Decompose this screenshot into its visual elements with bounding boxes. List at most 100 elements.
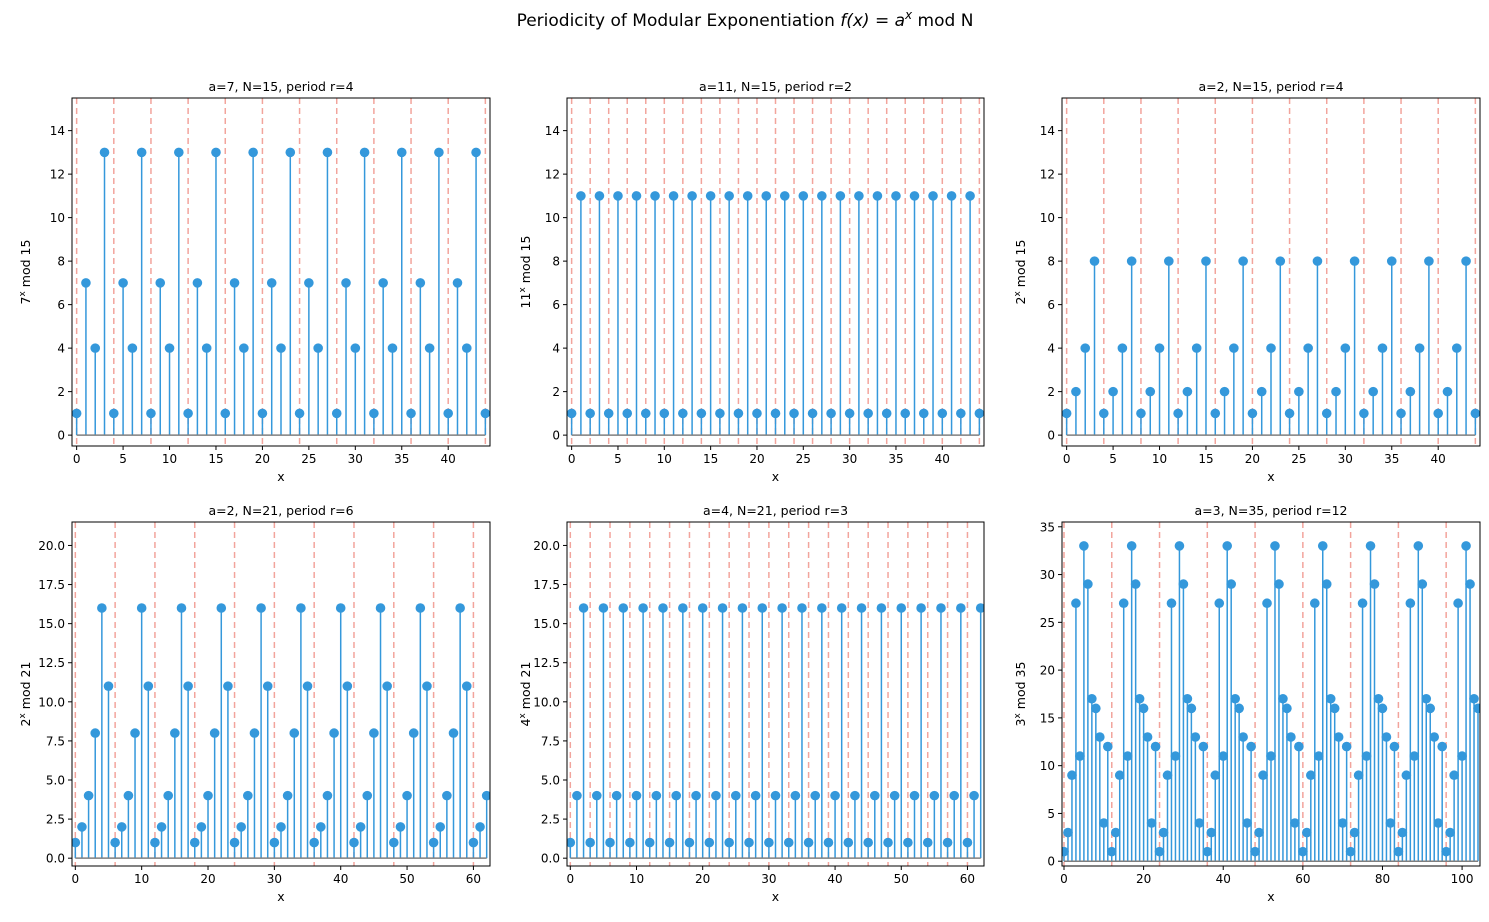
y-tick-label: 20.0 — [533, 539, 560, 553]
x-tick-label: 20 — [749, 452, 764, 466]
subplot-title: a=11, N=15, period r=2 — [699, 79, 852, 94]
stem-marker — [1405, 386, 1416, 397]
stem-marker — [189, 837, 200, 848]
stem-marker — [475, 822, 485, 832]
stem-marker — [239, 343, 249, 353]
stem-marker — [1246, 741, 1256, 752]
stem-marker — [481, 790, 490, 801]
stem-marker — [395, 822, 406, 832]
stem-marker — [717, 603, 728, 613]
stem-marker — [1317, 541, 1328, 551]
y-tick-label: 4 — [552, 342, 560, 356]
stem-marker — [1368, 386, 1378, 397]
stem-marker — [585, 408, 595, 419]
y-tick-label: 0 — [1047, 429, 1055, 443]
stem-marker — [1361, 751, 1372, 761]
plot-area — [567, 98, 984, 446]
stem-marker — [1381, 732, 1392, 742]
y-tick-label: 0 — [552, 429, 560, 443]
y-tick-label: 15.0 — [38, 617, 65, 631]
stem-marker — [1282, 703, 1292, 714]
stem-marker — [640, 408, 651, 419]
stem-marker — [349, 837, 359, 848]
stem-marker — [156, 822, 167, 832]
axes-frame — [566, 97, 985, 447]
x-tick-label: 40 — [1216, 872, 1231, 886]
y-tick-label: 2 — [552, 385, 560, 399]
stem-marker — [216, 603, 227, 613]
stem-marker — [150, 837, 160, 848]
x-axis-label: x — [772, 889, 779, 904]
stem-marker — [916, 603, 926, 613]
stem-marker — [1266, 343, 1276, 353]
stem-marker — [164, 343, 175, 353]
stem-marker — [422, 681, 432, 691]
stem-marker — [1409, 751, 1420, 761]
stem-marker — [1138, 703, 1149, 714]
stem-marker — [1353, 770, 1364, 781]
stem-marker — [369, 728, 379, 738]
x-axis-label: x — [277, 889, 284, 904]
stem-marker — [341, 278, 351, 288]
stem-marker — [625, 837, 635, 848]
stem-marker — [1071, 386, 1081, 397]
stem-marker — [742, 191, 753, 201]
stem-marker — [891, 191, 901, 201]
stem-marker — [844, 408, 855, 419]
x-tick-label: 30 — [842, 452, 857, 466]
stem-marker — [256, 603, 266, 613]
stem-marker — [598, 603, 609, 613]
y-tick-label: 0 — [57, 429, 65, 443]
stem-marker — [638, 603, 648, 613]
stem-marker — [856, 603, 867, 613]
stem-marker — [276, 343, 286, 353]
plot-area — [1062, 98, 1480, 446]
x-tick-label: 40 — [333, 872, 348, 886]
x-tick-label: 20 — [1245, 452, 1260, 466]
stem-marker — [1421, 693, 1432, 704]
y-tick-label: 10 — [50, 211, 65, 225]
x-axis-label: x — [277, 469, 284, 484]
x-tick-label: 25 — [301, 452, 316, 466]
stem-marker — [316, 822, 326, 832]
stem-marker — [1080, 343, 1091, 353]
subplot-2: 0 5 10 15 20 25 30 35 40 0 2 4 6 8 10 12 14 a=11, N=15, p… — [518, 79, 985, 484]
y-tick-label: 10 — [1040, 759, 1055, 773]
stem-marker — [1274, 579, 1284, 589]
stem-marker — [789, 408, 799, 419]
stem-marker — [659, 408, 670, 419]
stem-marker — [798, 191, 809, 201]
stem-marker — [415, 603, 426, 613]
stem-marker — [724, 191, 734, 201]
stem-marker — [1238, 256, 1248, 266]
y-tick-label: 4 — [1047, 342, 1055, 356]
subplot-title: a=2, N=21, period r=6 — [208, 503, 353, 518]
stem-marker — [1278, 693, 1288, 704]
stem-marker — [143, 681, 154, 691]
stem-marker — [1150, 741, 1161, 752]
stem-marker — [567, 408, 577, 419]
stem-marker — [664, 837, 675, 848]
stem-marker — [424, 343, 435, 353]
x-tick-label: 40 — [827, 872, 842, 886]
x-tick-label: 10 — [162, 452, 177, 466]
y-tick-label: 10.0 — [533, 695, 560, 709]
stem-marker — [863, 408, 873, 419]
x-tick-label: 40 — [935, 452, 950, 466]
stem-marker — [942, 837, 953, 848]
stem-marker — [835, 191, 846, 201]
stem-marker — [1126, 541, 1137, 551]
stem-marker — [1095, 732, 1105, 742]
stem-marker — [1294, 386, 1304, 397]
stem-marker — [302, 681, 313, 691]
stem-marker — [1089, 256, 1100, 266]
y-tick-label: 30 — [1040, 568, 1055, 582]
y-tick-label: 5.0 — [541, 774, 560, 788]
stem-marker — [309, 837, 319, 848]
y-axis-label: 7x mod 15 — [18, 240, 33, 305]
stem-marker — [1413, 541, 1424, 551]
stem-marker — [415, 278, 426, 288]
x-tick-label: 60 — [960, 872, 975, 886]
stem-marker — [1262, 598, 1272, 609]
